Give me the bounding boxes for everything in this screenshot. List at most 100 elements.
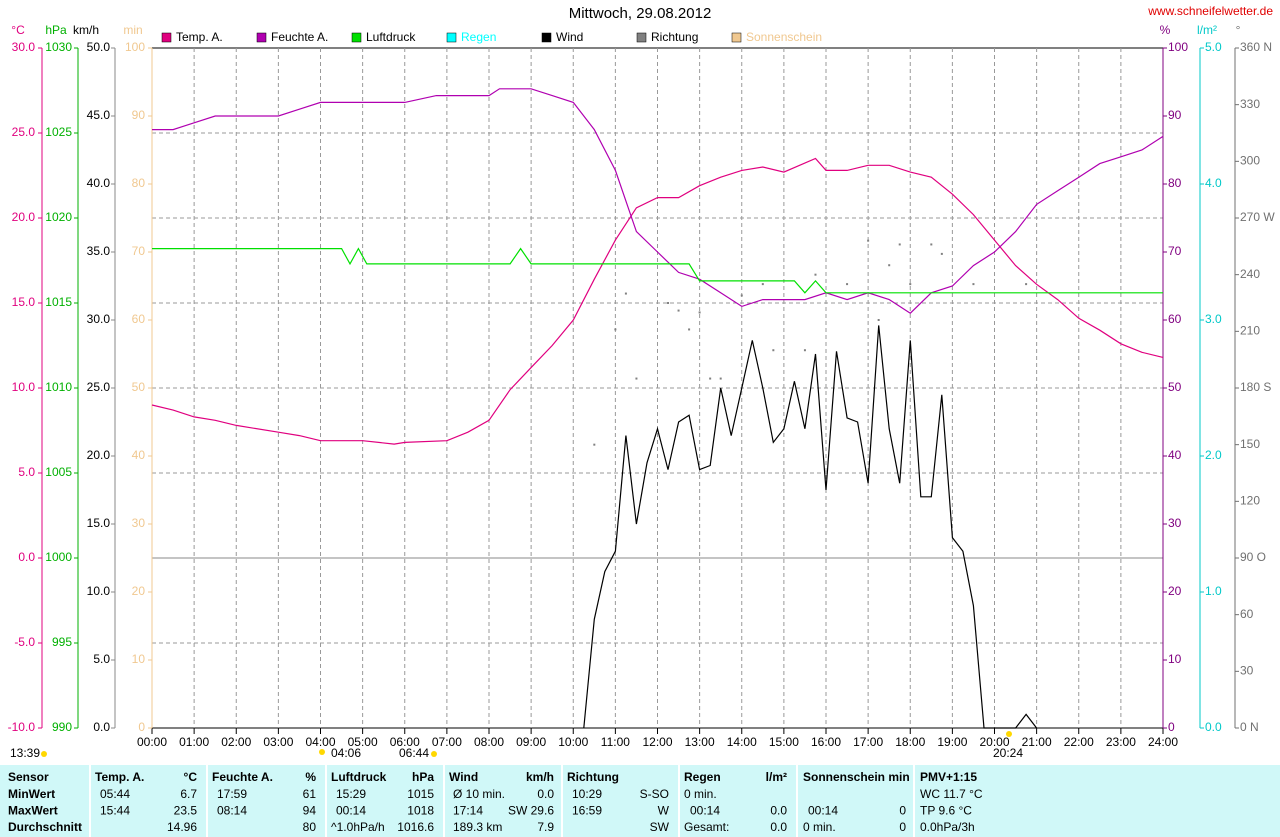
legend-swatch: [636, 32, 647, 43]
direction-point: [624, 292, 627, 295]
table-cell: SW: [650, 820, 670, 834]
legend-label: Wind: [556, 30, 583, 44]
x-tick-label: 16:00: [811, 735, 841, 749]
axis-unit: hPa: [45, 23, 67, 37]
direction-point: [593, 443, 596, 446]
y-tick-label: 1020: [45, 210, 72, 224]
y-tick-label: 50.0: [87, 40, 111, 54]
legend-swatch: [161, 32, 172, 43]
legend-swatch: [541, 32, 552, 43]
table-cell: 0 min.: [803, 820, 836, 834]
sun-marker: [41, 751, 47, 757]
direction-point: [846, 283, 849, 286]
x-tick-label: 14:00: [727, 735, 757, 749]
y-tick-label: 80: [132, 176, 146, 190]
x-tick-label: 11:00: [601, 735, 630, 749]
table-cell: 80: [303, 820, 317, 834]
y-tick-label: 15.0: [12, 295, 36, 309]
x-tick-label: 13:00: [685, 735, 715, 749]
table-header: hPa: [412, 770, 434, 784]
direction-point: [761, 283, 764, 286]
x-tick-label: 21:00: [1022, 735, 1052, 749]
direction-point: [1025, 283, 1028, 286]
table-header: Sonnenschein min: [803, 770, 910, 784]
x-tick-label: 18:00: [895, 735, 925, 749]
table-cell: Ø 10 min.: [453, 787, 505, 801]
sun-marker: [431, 751, 437, 757]
table-header: %: [305, 770, 316, 784]
table-cell: 0 min.: [684, 787, 717, 801]
y-tick-label: 180 S: [1240, 380, 1271, 394]
table-header: PMV+1:15: [920, 770, 977, 784]
legend-label: Richtung: [651, 30, 698, 44]
row-label: MaxWert: [8, 804, 58, 818]
sun-marker: [319, 749, 325, 755]
x-tick-label: 22:00: [1064, 735, 1094, 749]
direction-point: [803, 349, 806, 352]
y-tick-label: 0: [138, 720, 145, 734]
y-tick-label: 1015: [45, 295, 72, 309]
y-tick-label: 60: [1240, 607, 1254, 621]
legend-label: Feuchte A.: [271, 30, 328, 44]
table-header: Feuchte A.: [212, 770, 273, 784]
annotation: 06:44: [399, 746, 429, 760]
series-line: [583, 325, 1038, 729]
direction-point: [940, 252, 943, 255]
y-tick-label: 25.0: [87, 380, 111, 394]
table-cell: 7.9: [537, 820, 554, 834]
table-cell: 00:14: [336, 804, 366, 818]
y-tick-label: 300: [1240, 154, 1260, 168]
x-tick-label: 23:00: [1106, 735, 1136, 749]
legend-label: Regen: [461, 30, 496, 44]
annotation: 04:06: [331, 746, 361, 760]
table-cell: 10:29: [572, 787, 602, 801]
annotation: 20:24: [993, 746, 1023, 760]
y-tick-label: 30: [1168, 516, 1182, 530]
series-line: [152, 88, 1164, 314]
y-tick-label: 20.0: [87, 448, 111, 462]
table-cell: 0: [899, 820, 906, 834]
table-cell: 189.3 km: [453, 820, 502, 834]
x-tick-label: 10:00: [558, 735, 588, 749]
y-tick-label: 60: [1168, 312, 1182, 326]
table-cell: 17:59: [217, 787, 247, 801]
legend-label: Sonnenschein: [746, 30, 822, 44]
y-tick-label: 40: [132, 448, 146, 462]
y-tick-label: 20: [1168, 584, 1182, 598]
table-cell: 1016.6: [397, 820, 434, 834]
direction-point: [677, 309, 680, 312]
axis-unit: min: [123, 23, 142, 37]
table-cell: S-SO: [640, 787, 669, 801]
direction-point: [709, 377, 712, 380]
y-tick-label: 990: [52, 720, 72, 734]
y-tick-label: 10: [132, 652, 146, 666]
y-tick-label: 150: [1240, 437, 1260, 451]
x-tick-label: 06:00: [390, 735, 420, 749]
y-tick-label: 120: [1240, 494, 1260, 508]
y-tick-label: 45.0: [87, 108, 111, 122]
table-background: [0, 765, 1280, 837]
table-cell: 0.0: [537, 787, 554, 801]
x-tick-label: 01:00: [179, 735, 209, 749]
direction-point: [888, 264, 891, 267]
direction-point: [814, 273, 817, 276]
table-cell: TP 9.6 °C: [920, 804, 972, 818]
y-tick-label: 10: [1168, 652, 1182, 666]
direction-point: [667, 302, 670, 304]
x-tick-label: 00:00: [137, 735, 167, 749]
table-header: Luftdruck: [331, 770, 387, 784]
y-tick-label: 1025: [45, 125, 72, 139]
table-cell: 6.7: [180, 787, 197, 801]
row-label: Durchschnitt: [8, 820, 82, 834]
table-cell: 00:14: [808, 804, 838, 818]
y-tick-label: 1000: [45, 550, 72, 564]
table-header: Richtung: [567, 770, 619, 784]
y-tick-label: 240: [1240, 267, 1260, 281]
y-tick-label: 25.0: [12, 125, 36, 139]
y-tick-label: 1010: [45, 380, 72, 394]
legend-swatch: [351, 32, 362, 43]
table-cell: 0.0: [770, 820, 787, 834]
y-tick-label: 35.0: [87, 244, 111, 258]
